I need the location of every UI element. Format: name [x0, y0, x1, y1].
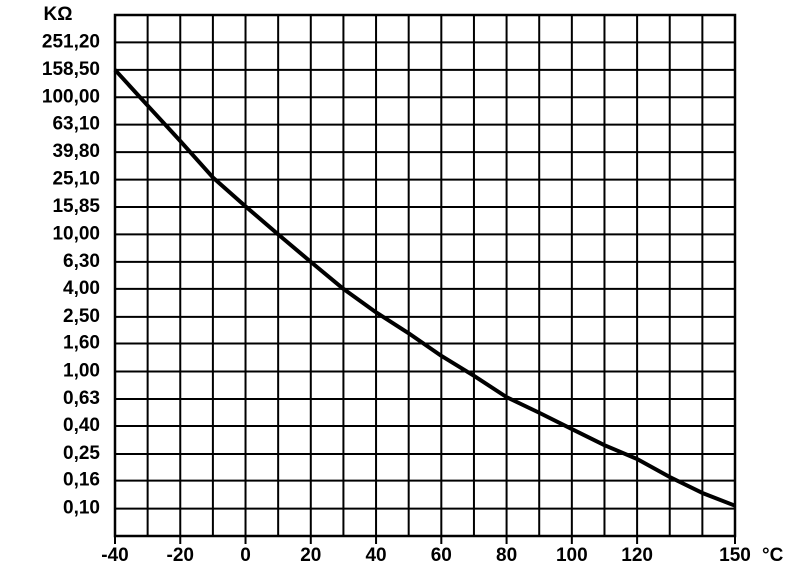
y-tick-label: 6,30: [63, 251, 100, 272]
y-tick-label: 39,80: [52, 141, 100, 162]
x-tick-label: 20: [300, 545, 321, 566]
y-tick-label: 4,00: [63, 278, 100, 299]
x-tick-label: 40: [365, 545, 386, 566]
x-tick-label: 150: [719, 545, 751, 566]
y-tick-label: 1,60: [63, 333, 100, 354]
y-tick-label: 100,00: [42, 86, 100, 107]
y-tick-label: 1,00: [63, 360, 100, 381]
y-tick-label: 25,10: [52, 169, 100, 190]
x-tick-label: -20: [167, 545, 194, 566]
x-tick-label: 120: [621, 545, 653, 566]
y-tick-label: 0,16: [63, 470, 100, 491]
x-tick-label: 100: [556, 545, 588, 566]
x-tick-label: -40: [101, 545, 128, 566]
y-tick-label: 0,25: [63, 443, 100, 464]
y-tick-label: 0,40: [63, 415, 100, 436]
y-tick-label: 0,63: [63, 388, 100, 409]
x-axis-label: °C: [762, 545, 784, 566]
y-tick-label: 10,00: [52, 223, 100, 244]
curve: [113, 68, 736, 508]
y-tick-label: 15,85: [52, 196, 100, 217]
y-tick-label: 63,10: [52, 114, 100, 135]
y-tick-label: 0,10: [63, 498, 100, 519]
x-tick-label: 0: [240, 545, 251, 566]
y-axis-label: KΩ: [44, 4, 73, 25]
y-tick-label: 251,20: [42, 31, 100, 52]
x-tick-label: 80: [496, 545, 517, 566]
y-tick-label: 2,50: [63, 306, 100, 327]
x-tick-label: 60: [431, 545, 452, 566]
y-tick-label: 158,50: [42, 59, 100, 80]
plot-frame: [113, 13, 737, 538]
